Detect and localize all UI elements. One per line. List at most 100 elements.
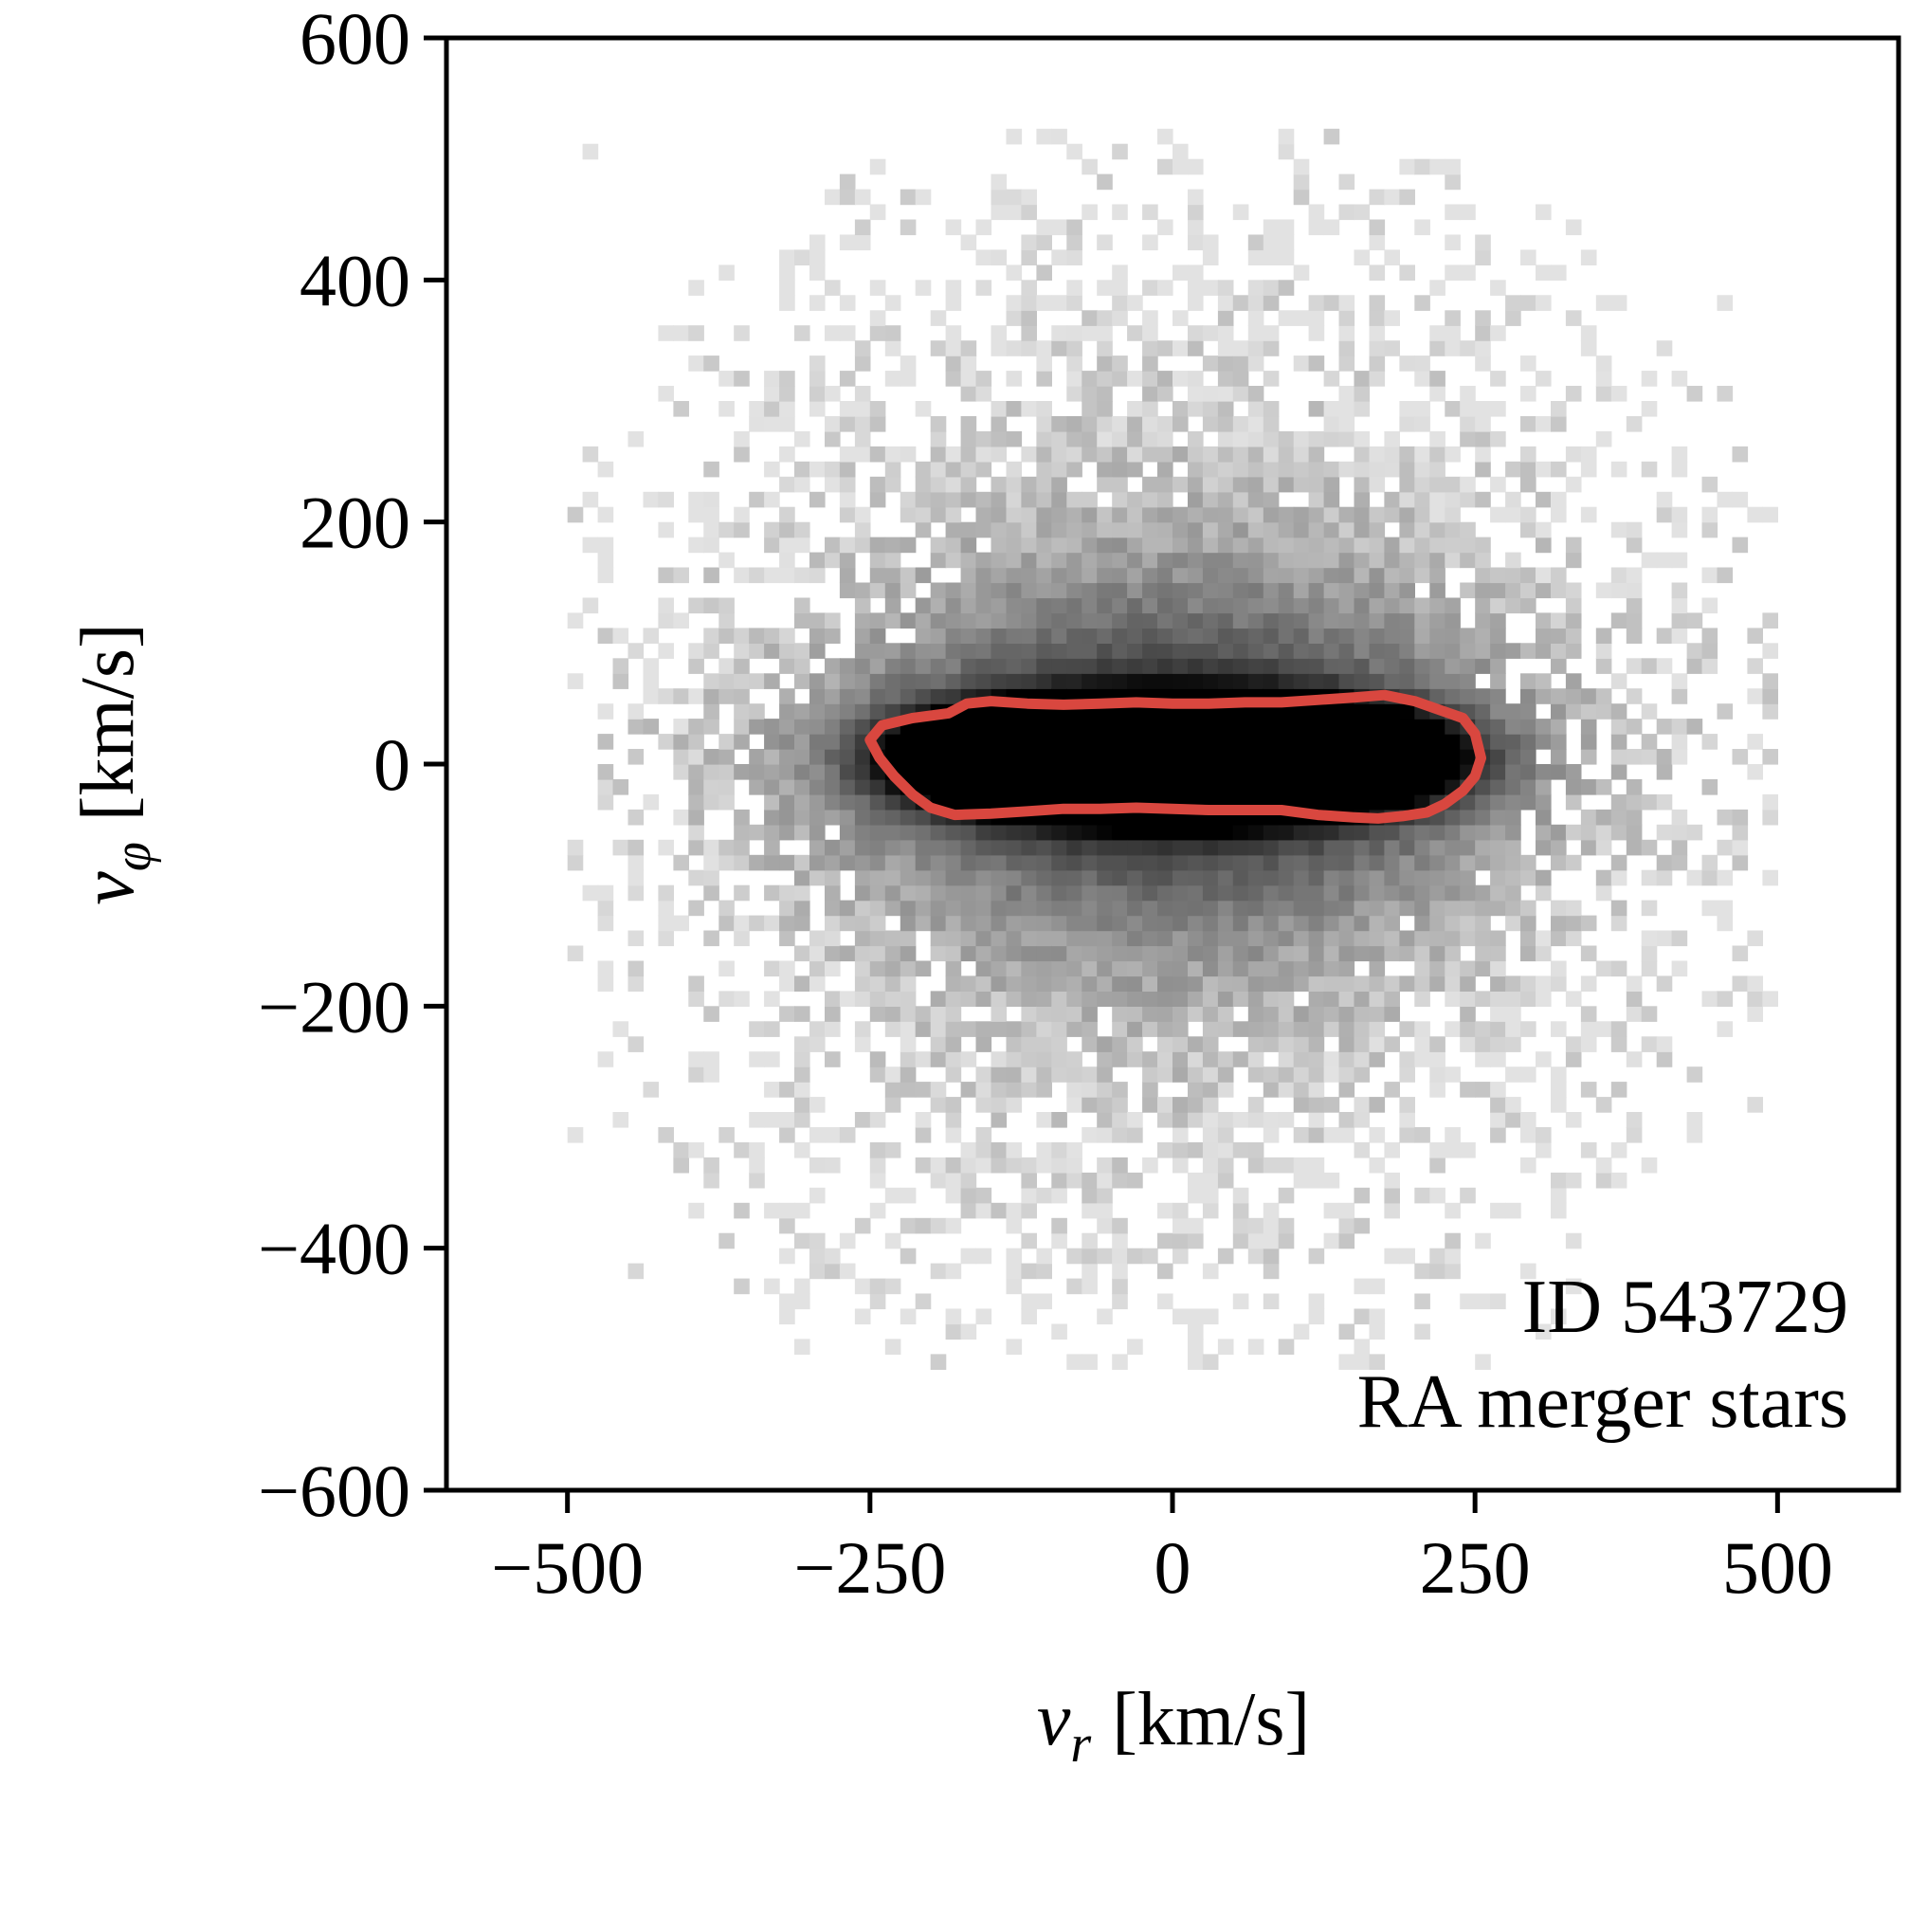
heatmap-cell [975, 643, 992, 659]
heatmap-cell [809, 1021, 826, 1037]
heatmap-cell [1338, 1036, 1355, 1052]
heatmap-cell [1066, 915, 1082, 932]
heatmap-cell [1247, 749, 1264, 765]
heatmap-cell [1006, 854, 1023, 871]
heatmap-cell [1445, 264, 1461, 281]
heatmap-cell [1112, 960, 1128, 977]
heatmap-cell [718, 839, 735, 856]
heatmap-cell [884, 295, 901, 311]
heatmap-cell [869, 1278, 886, 1295]
heatmap-cell [854, 854, 871, 871]
heatmap-cell [1082, 1187, 1098, 1204]
heatmap-cell [1142, 476, 1158, 493]
heatmap-cell [1097, 854, 1113, 871]
heatmap-cell [1641, 703, 1658, 720]
heatmap-cell [627, 884, 645, 902]
heatmap-cell [1188, 900, 1204, 917]
heatmap-cell [1036, 658, 1052, 674]
heatmap-cell [945, 1308, 962, 1325]
heatmap-cell [1384, 824, 1400, 841]
heatmap-cell [1082, 945, 1098, 962]
heatmap-cell [1051, 643, 1067, 659]
heatmap-cell [718, 991, 735, 1007]
heatmap-cell [1414, 643, 1430, 659]
heatmap-cell [612, 628, 629, 644]
heatmap-cell [1520, 1157, 1536, 1174]
heatmap-cell [1595, 884, 1612, 902]
heatmap-cell [1112, 204, 1128, 221]
heatmap-cell [1247, 764, 1264, 780]
heatmap-cell [1127, 1051, 1143, 1067]
heatmap-cell [1263, 401, 1280, 417]
heatmap-cell [688, 779, 704, 795]
heatmap-cell [1369, 461, 1386, 478]
heatmap-cell [1369, 930, 1386, 947]
heatmap-cell [1384, 779, 1400, 795]
heatmap-cell [1551, 960, 1567, 977]
heatmap-cell [1308, 1112, 1325, 1128]
heatmap-cell [1097, 1217, 1113, 1234]
heatmap-cell [945, 658, 962, 674]
heatmap-cell [1656, 869, 1673, 886]
heatmap-cell [1112, 1097, 1128, 1113]
heatmap-cell [764, 884, 780, 902]
heatmap-cell [1232, 764, 1249, 780]
heatmap-cell [1536, 975, 1552, 992]
heatmap-cell [1626, 975, 1643, 992]
heatmap-cell [869, 491, 886, 508]
heatmap-cell [1536, 688, 1552, 704]
heatmap-cell [930, 340, 947, 356]
heatmap-cell [1414, 945, 1430, 962]
heatmap-cell [839, 900, 856, 917]
heatmap-cell [975, 249, 992, 265]
heatmap-cell [825, 476, 841, 493]
heatmap-cell [1188, 915, 1204, 932]
heatmap-cell [764, 779, 780, 795]
heatmap-cell [825, 930, 841, 947]
heatmap-cell [1686, 1127, 1703, 1143]
heatmap-cell [1369, 355, 1386, 372]
heatmap-cell [1384, 249, 1400, 265]
heatmap-cell [825, 749, 841, 765]
heatmap-cell [1112, 1051, 1128, 1067]
heatmap-cell [1112, 824, 1128, 841]
heatmap-cell [809, 295, 826, 311]
heatmap-cell [1021, 521, 1037, 538]
heatmap-cell [1036, 945, 1052, 962]
heatmap-cell [1006, 1082, 1023, 1098]
heatmap-cell [1202, 1082, 1219, 1098]
heatmap-cell [1475, 1051, 1491, 1067]
heatmap-cell [1157, 386, 1173, 402]
heatmap-cell [1354, 884, 1371, 902]
heatmap-cell [688, 809, 704, 826]
heatmap-cell [1429, 1187, 1445, 1204]
heatmap-cell [1580, 809, 1597, 826]
heatmap-cell [945, 506, 962, 523]
heatmap-cell [1202, 658, 1219, 674]
heatmap-cell [869, 991, 886, 1007]
heatmap-cell [1188, 1097, 1204, 1113]
heatmap-cell [567, 612, 584, 629]
heatmap-cell [825, 793, 841, 811]
heatmap-cell [1202, 915, 1219, 932]
heatmap-cell [779, 960, 795, 977]
heatmap-cell [1308, 310, 1325, 326]
heatmap-cell [1112, 1112, 1128, 1128]
heatmap-cell [1278, 430, 1295, 447]
heatmap-cell [1157, 884, 1173, 902]
heatmap-cell [915, 1082, 932, 1098]
heatmap-cell [1112, 1082, 1128, 1098]
heatmap-cell [1323, 491, 1340, 508]
heatmap-cell [884, 597, 901, 614]
heatmap-cell [1323, 779, 1340, 795]
heatmap-cell [975, 491, 992, 508]
heatmap-cell [1475, 310, 1491, 326]
heatmap-cell [1021, 915, 1037, 932]
heatmap-cell [749, 854, 765, 871]
heatmap-cell [1610, 1172, 1627, 1189]
heatmap-cell [1686, 824, 1703, 841]
heatmap-cell [1247, 355, 1264, 372]
heatmap-cell [1247, 1097, 1264, 1113]
heatmap-cell [1278, 476, 1295, 493]
heatmap-cell [1066, 295, 1082, 311]
